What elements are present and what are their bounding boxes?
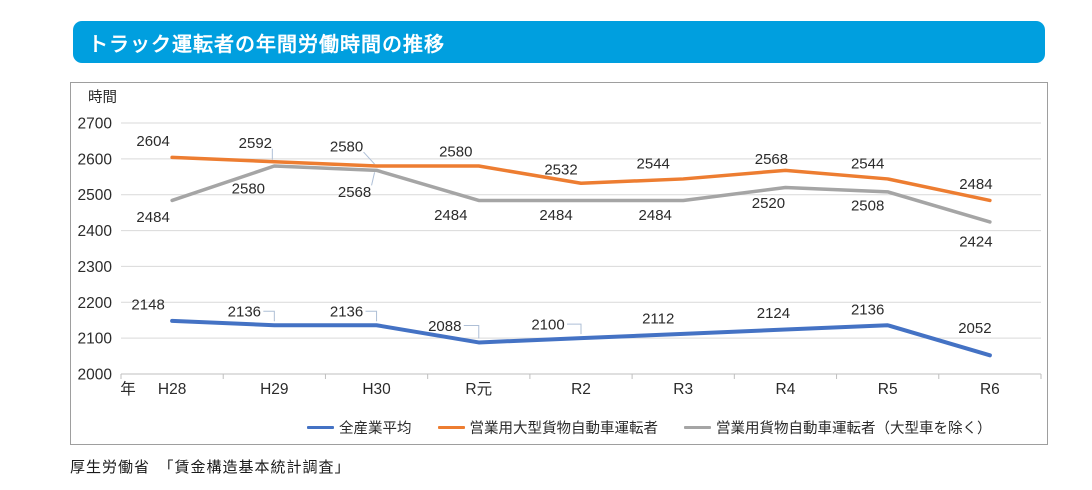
data-label: 2568	[338, 184, 371, 201]
data-label: 2508	[851, 197, 884, 214]
data-label: 2124	[757, 305, 790, 322]
leader-line	[371, 172, 376, 186]
y-tick-label: 2000	[78, 367, 113, 384]
chart-legend: 全産業平均 営業用大型貨物自動車運転者 営業用貨物自動車運転者（大型車を除く）	[307, 417, 992, 438]
x-tick-label: R3	[673, 381, 693, 398]
series-line-0	[170, 318, 992, 358]
x-tick-label: R4	[776, 381, 796, 398]
page-title: トラック運転者の年間労働時間の推移	[88, 33, 445, 56]
legend-item-all-industry: 全産業平均	[307, 417, 412, 438]
data-label: 2136	[330, 304, 363, 321]
legend-label: 全産業平均	[339, 421, 412, 437]
leader-line	[365, 310, 378, 322]
data-label: 2532	[544, 162, 577, 179]
legend-item-large-truck: 営業用大型貨物自動車運転者	[437, 417, 659, 438]
data-label: 2484	[959, 176, 992, 193]
legend-label: 営業用大型貨物自動車運転者	[469, 421, 659, 437]
data-label: 2484	[434, 207, 467, 224]
legend-label: 営業用貨物自動車運転者（大型車を除く）	[716, 421, 992, 437]
data-label: 2112	[642, 310, 674, 327]
source-citation: 厚生労働省 「賃金構造基本統計調査」	[70, 459, 351, 476]
series-line-2	[170, 164, 992, 224]
legend-swatch	[307, 425, 334, 430]
data-label: 2544	[637, 155, 670, 172]
y-tick-label: 2400	[78, 223, 113, 240]
data-label: 2484	[136, 209, 169, 226]
data-label: 2580	[232, 181, 265, 198]
x-tick-label: H30	[362, 381, 391, 398]
data-label: 2544	[851, 155, 884, 172]
data-label: 2604	[136, 133, 169, 150]
y-tick-label: 2700	[78, 116, 113, 133]
data-label: 2580	[330, 139, 363, 156]
data-label: 2580	[439, 144, 472, 161]
x-tick-label: R6	[980, 381, 1000, 398]
leader-line	[263, 310, 275, 322]
y-tick-label: 2200	[78, 295, 113, 312]
data-label: 2484	[539, 207, 572, 224]
x-axis-unit-label: 年	[120, 380, 136, 398]
series-line-1	[170, 155, 992, 203]
data-label: 2592	[239, 135, 272, 152]
data-label: 2568	[755, 151, 788, 168]
data-label: 2148	[131, 296, 164, 313]
line-chart: 2700 2600 2500 2400 2300 2200 2100 2000 時間年 H28 H2…	[78, 89, 1042, 398]
chart-panel: 2700 2600 2500 2400 2300 2200 2100 2000 時間年 H28 H2…	[70, 82, 1048, 445]
data-label: 2520	[752, 195, 785, 212]
x-tick-label: H28	[158, 381, 186, 398]
leader-line	[463, 324, 480, 339]
title-banner: トラック運転者の年間労働時間の推移	[73, 21, 1045, 63]
y-axis-unit-label: 時間	[88, 89, 117, 106]
leader-line	[363, 151, 375, 165]
legend-item-non-large-truck: 営業用貨物自動車運転者（大型車を除く）	[684, 417, 992, 438]
data-label: 2136	[228, 304, 261, 321]
data-label: 2424	[959, 233, 992, 250]
legend-swatch	[437, 425, 465, 430]
data-label: 2088	[428, 318, 461, 335]
leader-line	[567, 323, 582, 335]
data-label: 2136	[851, 302, 884, 319]
x-tick-label: R2	[571, 381, 591, 398]
data-label: 2100	[531, 317, 564, 334]
data-label: 2052	[958, 320, 991, 337]
y-tick-label: 2100	[78, 331, 113, 348]
x-tick-label: H29	[260, 381, 288, 398]
y-tick-label: 2300	[78, 259, 113, 276]
x-tick-label: R5	[878, 381, 898, 398]
x-tick-label: R元	[465, 381, 492, 398]
legend-swatch	[684, 425, 711, 430]
y-tick-label: 2500	[78, 187, 113, 204]
y-tick-label: 2600	[78, 151, 113, 168]
data-label: 2484	[639, 207, 672, 224]
